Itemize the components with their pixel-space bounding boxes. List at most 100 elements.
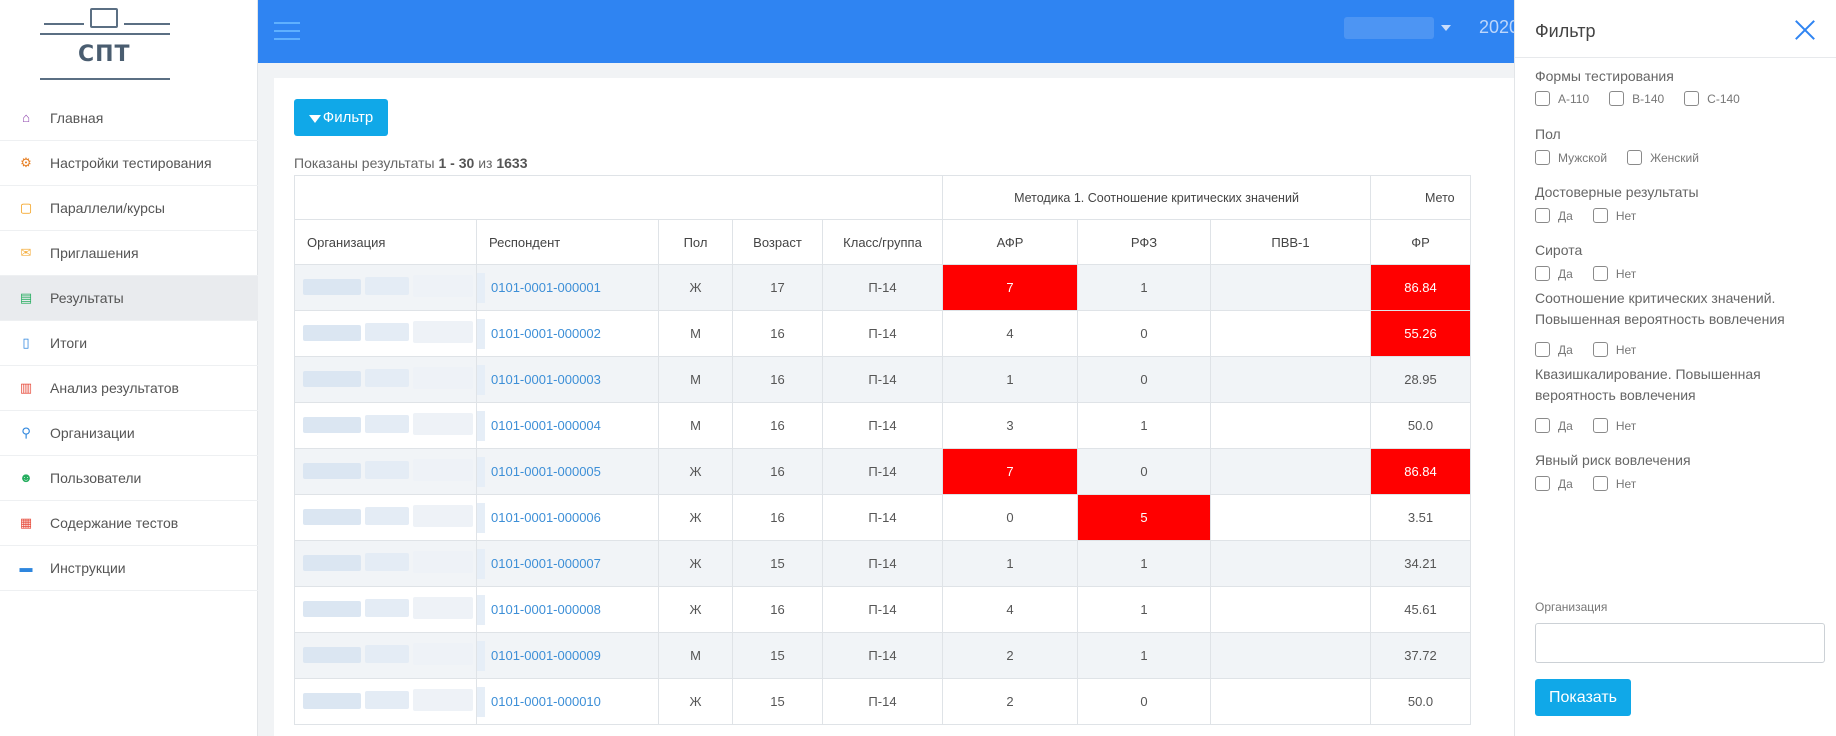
filter-option[interactable]: Да bbox=[1535, 476, 1573, 491]
respondent-cell: 0101-0001-000004 bbox=[476, 402, 659, 449]
column-header[interactable]: Организация bbox=[294, 219, 477, 265]
sidebar-item-invitation[interactable]: ✉ Приглашения bbox=[0, 231, 258, 276]
checkbox[interactable] bbox=[1592, 342, 1608, 357]
group-cell: П-14 bbox=[822, 264, 943, 311]
filter-button[interactable]: Фильтр bbox=[294, 99, 388, 136]
filter-section-title: Явный риск вовлечения bbox=[1535, 452, 1691, 468]
checkbox[interactable] bbox=[1592, 418, 1608, 433]
filter-option[interactable]: В-140 bbox=[1609, 91, 1664, 106]
rfz-cell: 1 bbox=[1077, 540, 1211, 587]
organization-cell bbox=[294, 678, 477, 725]
age-cell: 15 bbox=[732, 678, 823, 725]
checkbox[interactable] bbox=[1535, 266, 1550, 281]
column-header[interactable]: Респондент bbox=[476, 219, 659, 265]
organization-icon: ⚲ bbox=[21, 425, 31, 440]
column-header[interactable]: АФР bbox=[942, 219, 1078, 265]
filter-option[interactable]: Женский bbox=[1627, 150, 1699, 165]
filter-option[interactable]: Да bbox=[1535, 342, 1573, 357]
menu-toggle-icon[interactable] bbox=[274, 22, 300, 40]
filter-option[interactable]: Да bbox=[1535, 266, 1573, 281]
sidebar-item-results[interactable]: ▤ Результаты bbox=[0, 276, 258, 321]
filter-option[interactable]: Да bbox=[1535, 208, 1573, 223]
column-header[interactable]: ПВВ-1 bbox=[1210, 219, 1371, 265]
book-icon: ▬ bbox=[19, 560, 33, 575]
filter-option-label: Нет bbox=[1615, 208, 1637, 223]
sidebar-item-analysis[interactable]: ▥ Анализ результатов bbox=[0, 366, 258, 411]
pvv-cell bbox=[1210, 402, 1371, 449]
respondent-cell: 0101-0001-000001 bbox=[476, 264, 659, 311]
filter-option-label: Да bbox=[1558, 342, 1573, 357]
pvv-cell bbox=[1210, 586, 1371, 633]
filter-option[interactable]: Нет bbox=[1592, 476, 1636, 491]
respondent-link[interactable]: 0101-0001-000009 bbox=[491, 648, 601, 663]
filter-option[interactable]: Нет bbox=[1592, 266, 1636, 281]
user-menu[interactable] bbox=[1344, 17, 1434, 39]
organization-cell bbox=[294, 586, 477, 633]
filter-option[interactable]: С-140 bbox=[1684, 91, 1740, 106]
sidebar-item-label: Результаты bbox=[50, 290, 124, 306]
filter-option[interactable]: Нет bbox=[1592, 342, 1636, 357]
filter-option[interactable]: Да bbox=[1535, 418, 1573, 433]
column-header[interactable]: РФЗ bbox=[1077, 219, 1211, 265]
respondent-link[interactable]: 0101-0001-000001 bbox=[491, 280, 601, 295]
checkbox[interactable] bbox=[1609, 91, 1625, 106]
checkbox[interactable] bbox=[1592, 266, 1608, 281]
pvv-cell bbox=[1210, 494, 1371, 541]
checkbox[interactable] bbox=[1535, 150, 1550, 165]
sidebar-item-label: Анализ результатов bbox=[50, 380, 179, 396]
organization-input[interactable] bbox=[1535, 623, 1825, 663]
sidebar-item-user[interactable]: ☻ Пользователи bbox=[0, 456, 258, 501]
sidebar-item-tests[interactable]: ▦ Содержание тестов bbox=[0, 501, 258, 546]
checkbox[interactable] bbox=[1684, 91, 1700, 106]
checkbox[interactable] bbox=[1627, 150, 1643, 165]
group-cell: П-14 bbox=[822, 678, 943, 725]
checkbox[interactable] bbox=[1535, 208, 1550, 223]
respondent-link[interactable]: 0101-0001-000002 bbox=[491, 326, 601, 341]
sidebar-item-organization[interactable]: ⚲ Организации bbox=[0, 411, 258, 456]
close-icon[interactable] bbox=[1793, 18, 1817, 42]
sidebar-item-home[interactable]: ⌂ Главная bbox=[0, 96, 258, 141]
respondent-link[interactable]: 0101-0001-000008 bbox=[491, 602, 601, 617]
filter-option[interactable]: Мужской bbox=[1535, 150, 1607, 165]
age-cell: 16 bbox=[732, 586, 823, 633]
rfz-cell: 1 bbox=[1077, 632, 1211, 679]
show-button[interactable]: Показать bbox=[1535, 679, 1631, 716]
column-header[interactable]: Класс/группа bbox=[822, 219, 943, 265]
respondent-link[interactable]: 0101-0001-000010 bbox=[491, 694, 601, 709]
afr-cell: 1 bbox=[942, 356, 1078, 403]
afr-cell: 2 bbox=[942, 632, 1078, 679]
sidebar-item-label: Приглашения bbox=[50, 245, 139, 261]
respondent-link[interactable]: 0101-0001-000005 bbox=[491, 464, 601, 479]
sidebar-item-document[interactable]: ▯ Итоги bbox=[0, 321, 258, 366]
respondent-link[interactable]: 0101-0001-000003 bbox=[491, 372, 601, 387]
checkbox[interactable] bbox=[1535, 342, 1550, 357]
filter-option[interactable]: А-110 bbox=[1535, 91, 1589, 106]
afr-cell: 0 bbox=[942, 494, 1078, 541]
table-row: 0101-0001-000005 Ж 16 П-14 7 0 86.84 bbox=[294, 448, 1471, 495]
filter-section-title: Пол bbox=[1535, 126, 1561, 142]
column-header[interactable]: Возраст bbox=[732, 219, 823, 265]
group-cell: П-14 bbox=[822, 632, 943, 679]
sex-cell: М bbox=[658, 402, 733, 449]
afr-cell: 4 bbox=[942, 310, 1078, 357]
respondent-link[interactable]: 0101-0001-000006 bbox=[491, 510, 601, 525]
checkbox[interactable] bbox=[1535, 91, 1550, 106]
table-row: 0101-0001-000001 Ж 17 П-14 7 1 86.84 bbox=[294, 264, 1471, 311]
column-header[interactable]: Пол bbox=[658, 219, 733, 265]
sidebar-item-note[interactable]: ▢ Параллели/курсы bbox=[0, 186, 258, 231]
checkbox[interactable] bbox=[1592, 208, 1608, 223]
column-header[interactable]: ФР bbox=[1370, 219, 1471, 265]
filter-option[interactable]: Нет bbox=[1592, 418, 1636, 433]
filter-icon bbox=[308, 114, 321, 123]
respondent-link[interactable]: 0101-0001-000007 bbox=[491, 556, 601, 571]
sidebar-item-settings[interactable]: ⚙ Настройки тестирования bbox=[0, 141, 258, 186]
respondent-link[interactable]: 0101-0001-000004 bbox=[491, 418, 601, 433]
year-label: 2020 bbox=[1479, 17, 1520, 37]
checkbox[interactable] bbox=[1592, 476, 1608, 491]
filter-option[interactable]: Нет bbox=[1592, 208, 1637, 223]
checkbox[interactable] bbox=[1535, 476, 1550, 491]
sidebar-item-book[interactable]: ▬ Инструкции bbox=[0, 546, 258, 591]
chevron-down-icon[interactable] bbox=[1441, 25, 1451, 31]
app-logo[interactable]: СПТ bbox=[0, 0, 257, 84]
checkbox[interactable] bbox=[1535, 418, 1550, 433]
